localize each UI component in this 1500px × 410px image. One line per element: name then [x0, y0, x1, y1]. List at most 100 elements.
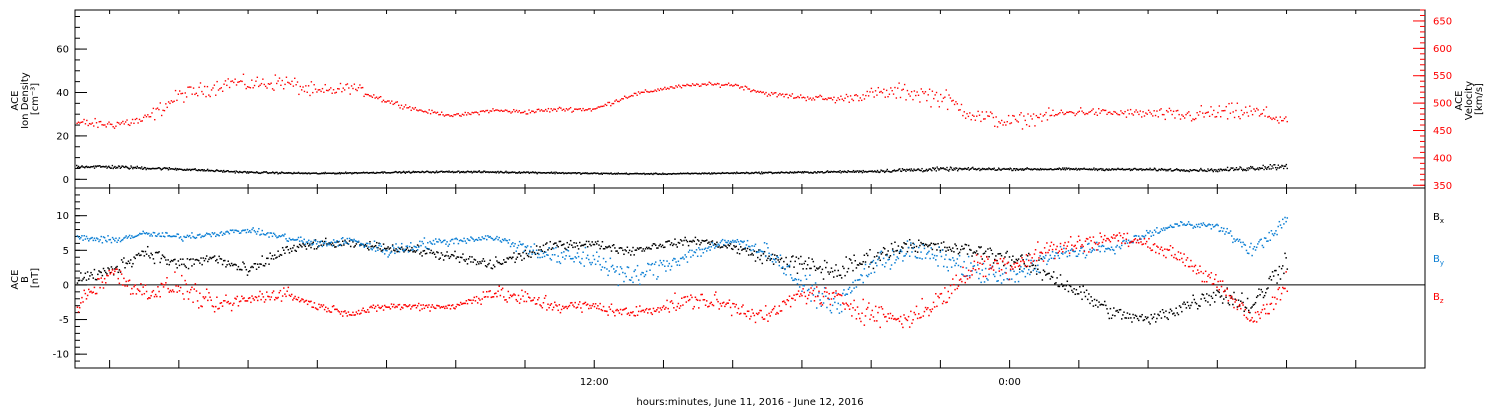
- data-point: [1169, 168, 1172, 170]
- data-point: [415, 249, 418, 252]
- data-point: [781, 266, 784, 268]
- data-point: [541, 306, 544, 309]
- data-point: [263, 233, 266, 236]
- data-point: [465, 114, 468, 116]
- data-point: [562, 171, 564, 174]
- data-point: [177, 168, 179, 171]
- data-point: [873, 256, 876, 258]
- data-point: [320, 304, 322, 306]
- data-point: [584, 243, 587, 246]
- data-point: [827, 271, 829, 273]
- data-point: [976, 253, 979, 255]
- data-point: [792, 171, 794, 174]
- data-point: [1177, 313, 1180, 316]
- data-point: [222, 169, 225, 172]
- data-point: [831, 270, 834, 273]
- data-point: [1187, 304, 1190, 307]
- data-point: [942, 97, 945, 99]
- data-point: [546, 110, 548, 112]
- data-point: [600, 269, 603, 271]
- data-point: [648, 263, 650, 266]
- data-point: [671, 244, 674, 247]
- data-point: [1282, 265, 1284, 267]
- data-point: [216, 169, 219, 172]
- data-point: [609, 257, 612, 260]
- data-point: [148, 232, 150, 235]
- data-point: [482, 237, 485, 240]
- data-point: [711, 172, 713, 174]
- data-point: [804, 274, 807, 277]
- data-point: [354, 172, 357, 174]
- data-point: [854, 170, 856, 173]
- data-point: [637, 248, 640, 250]
- data-point: [777, 259, 779, 261]
- data-point: [199, 292, 201, 295]
- data-point: [1082, 285, 1084, 288]
- data-point: [1142, 111, 1144, 113]
- data-point: [747, 88, 749, 90]
- data-point: [673, 87, 676, 89]
- data-point: [1245, 307, 1248, 309]
- data-point: [1088, 242, 1090, 245]
- data-point: [1159, 109, 1161, 111]
- data-point: [974, 168, 977, 170]
- data-point: [112, 126, 114, 128]
- data-point: [527, 252, 530, 255]
- data-point: [974, 119, 977, 121]
- data-point: [580, 173, 582, 175]
- data-point: [915, 169, 917, 172]
- data-point: [484, 265, 487, 267]
- data-point: [84, 166, 87, 168]
- data-point: [322, 304, 325, 306]
- data-point: [704, 83, 706, 85]
- data-point: [411, 171, 414, 173]
- data-point: [143, 166, 146, 169]
- data-point: [1110, 246, 1113, 248]
- data-point: [1067, 290, 1070, 293]
- data-point: [647, 247, 649, 250]
- data-point: [1012, 255, 1014, 257]
- data-point: [355, 88, 357, 91]
- data-point: [661, 263, 664, 266]
- data-point: [666, 87, 669, 89]
- data-point: [413, 250, 415, 252]
- data-point: [1128, 313, 1131, 315]
- data-point: [851, 98, 853, 100]
- data-point: [875, 171, 877, 173]
- data-point: [340, 310, 343, 313]
- data-point: [377, 171, 380, 174]
- data-point: [921, 243, 923, 245]
- data-point: [880, 250, 883, 253]
- data-point: [992, 273, 995, 276]
- data-point: [1091, 169, 1093, 171]
- data-point: [742, 171, 744, 174]
- data-point: [992, 262, 995, 264]
- data-point: [749, 245, 751, 248]
- data-point: [1084, 168, 1086, 170]
- data-point: [459, 171, 462, 173]
- data-point: [172, 101, 174, 103]
- data-point: [560, 107, 562, 109]
- data-point: [1152, 169, 1154, 171]
- data-point: [238, 80, 241, 83]
- data-point: [98, 121, 101, 123]
- data-point: [501, 287, 504, 290]
- data-point: [648, 91, 651, 93]
- data-point: [1056, 167, 1059, 170]
- data-point: [362, 243, 364, 246]
- data-point: [1033, 168, 1035, 170]
- data-point: [446, 241, 448, 243]
- data-point: [284, 252, 286, 255]
- data-point: [1089, 248, 1091, 251]
- data-point: [832, 171, 834, 173]
- data-point: [447, 255, 449, 257]
- data-point: [1232, 241, 1234, 244]
- data-point: [912, 247, 914, 250]
- data-point: [1034, 125, 1036, 127]
- data-point: [1059, 167, 1061, 170]
- data-point: [844, 274, 846, 277]
- data-point: [449, 240, 452, 242]
- data-point: [580, 109, 583, 112]
- data-point: [590, 110, 593, 112]
- data-point: [809, 171, 812, 174]
